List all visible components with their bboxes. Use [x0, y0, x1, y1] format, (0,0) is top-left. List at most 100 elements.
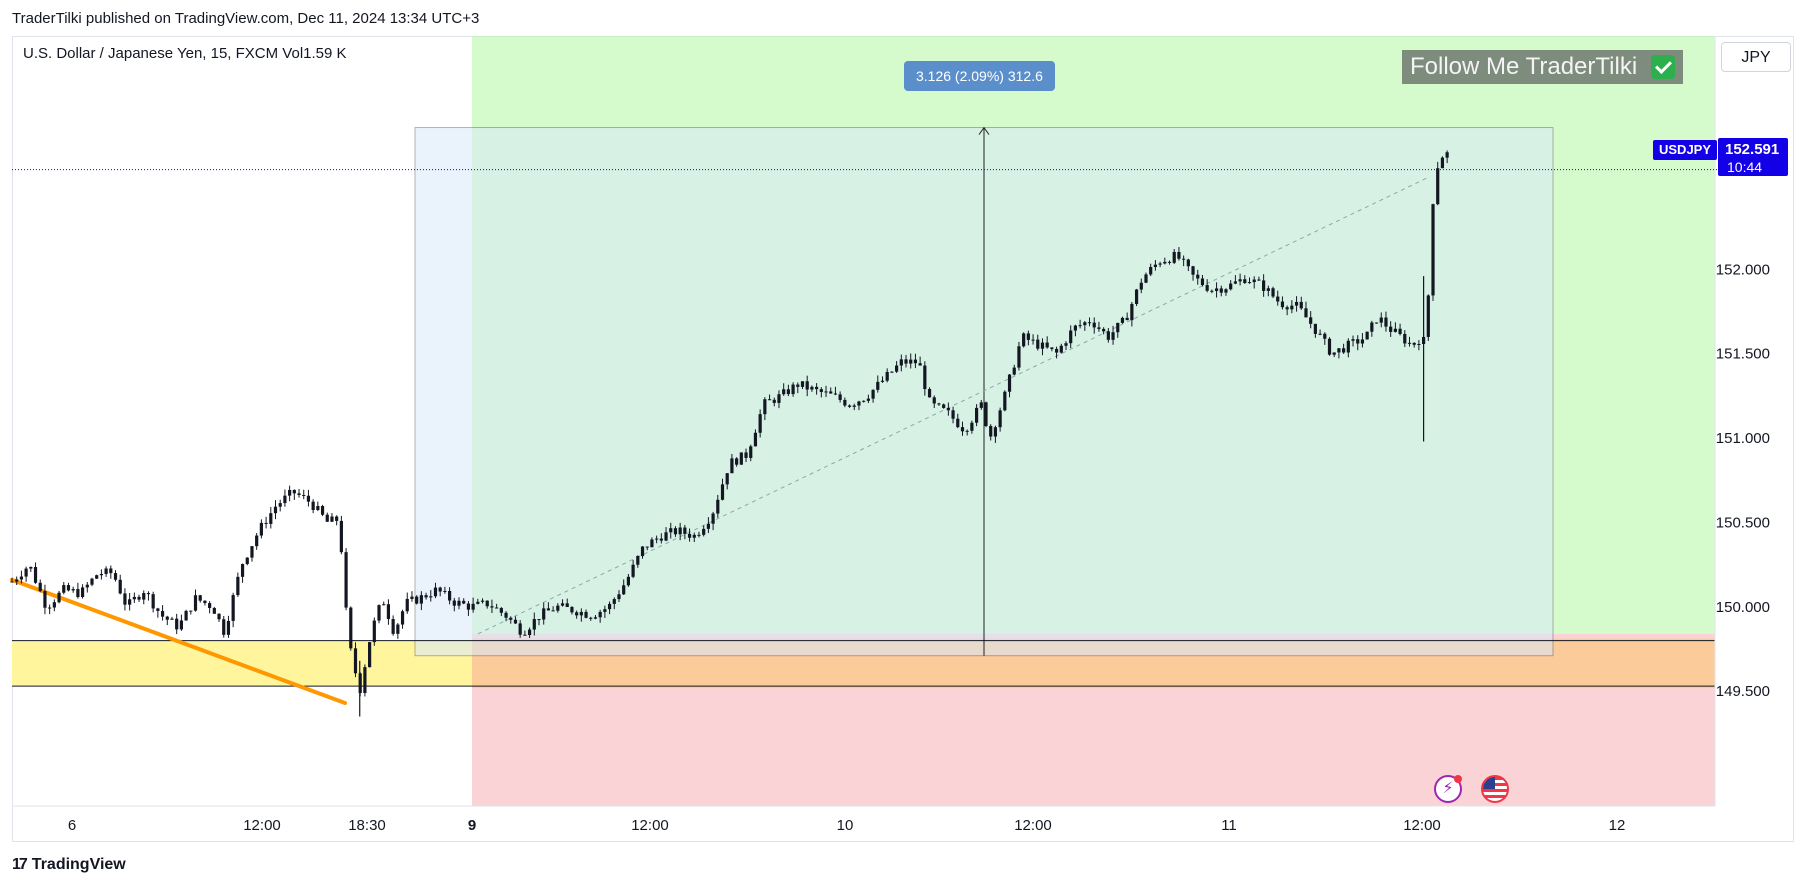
candle	[452, 600, 456, 606]
candle	[1299, 301, 1303, 309]
candle	[52, 602, 56, 608]
candle	[1182, 258, 1186, 260]
candle	[193, 595, 198, 611]
candle	[899, 359, 903, 366]
candle	[669, 528, 673, 533]
candle	[1134, 289, 1139, 304]
candle	[278, 503, 282, 507]
candle	[951, 410, 955, 419]
candle	[377, 605, 381, 621]
candle	[560, 603, 565, 606]
candle	[843, 399, 847, 406]
candle	[612, 599, 616, 604]
candle	[1106, 331, 1110, 340]
candle	[518, 623, 522, 635]
candle	[815, 386, 819, 390]
x-tick-label-3: 18:30	[348, 817, 386, 834]
candle	[38, 582, 42, 592]
candle	[1012, 367, 1016, 375]
candle	[382, 604, 386, 606]
candle	[749, 446, 753, 458]
candle	[993, 427, 998, 437]
candle	[598, 611, 602, 618]
measure-arrowhead	[978, 126, 990, 135]
candle	[711, 513, 715, 524]
candle	[636, 556, 640, 565]
candle	[1337, 348, 1341, 353]
candle	[927, 389, 932, 398]
y-tick-label-2: 151.500	[1716, 346, 1770, 363]
candle	[678, 527, 682, 535]
candle	[189, 610, 193, 612]
candle	[29, 566, 33, 569]
candle	[673, 528, 678, 535]
candle	[730, 458, 734, 474]
bar-countdown: 10:44	[1727, 159, 1763, 175]
candle	[923, 365, 927, 390]
x-tick-label-7: 12:00	[1014, 817, 1052, 834]
candle	[57, 592, 61, 603]
lightning-icon[interactable]: ⚡	[1434, 775, 1462, 803]
candle	[1233, 281, 1237, 284]
candle	[1389, 326, 1393, 332]
measurement-label: 3.126 (2.09%) 312.6	[904, 61, 1055, 91]
trendline[interactable]	[10, 577, 347, 706]
candle	[1266, 288, 1270, 291]
candle	[829, 391, 833, 394]
candle	[269, 513, 273, 524]
candle	[471, 603, 475, 610]
candle	[687, 533, 692, 538]
candle	[527, 629, 532, 636]
candle	[142, 593, 146, 600]
candle	[433, 587, 438, 597]
candle	[184, 610, 188, 621]
candle	[800, 381, 805, 387]
candle	[1257, 279, 1261, 281]
candle	[335, 516, 339, 521]
candle	[1022, 333, 1026, 347]
y-tick-label-3: 151.000	[1716, 430, 1770, 447]
candle	[1407, 342, 1412, 344]
candle	[763, 399, 767, 415]
candle	[48, 607, 52, 609]
candle	[480, 600, 485, 602]
candle	[311, 501, 315, 510]
candle	[852, 405, 856, 407]
candle	[490, 606, 494, 608]
candle	[349, 607, 353, 649]
candle	[160, 610, 165, 617]
candle	[640, 546, 645, 557]
candle	[1054, 348, 1059, 353]
candle	[607, 603, 612, 610]
candle	[556, 605, 560, 611]
currency-button[interactable]: JPY	[1721, 42, 1791, 72]
candle	[146, 593, 151, 595]
candle	[942, 404, 946, 408]
candle	[1360, 339, 1365, 344]
us-flag-icon[interactable]	[1481, 775, 1509, 803]
candle	[683, 527, 687, 534]
candle	[1130, 303, 1134, 321]
candle	[208, 603, 212, 608]
candle	[1097, 327, 1101, 329]
tradingview-brand[interactable]: 17 TradingView	[12, 856, 126, 874]
candle	[575, 612, 579, 616]
candle	[1120, 317, 1125, 323]
candle	[810, 386, 814, 390]
candle	[805, 381, 809, 390]
candle	[109, 568, 113, 574]
candle	[1177, 251, 1181, 259]
candle	[1332, 352, 1336, 355]
candle	[989, 425, 993, 437]
candle	[758, 414, 762, 433]
candle	[76, 589, 80, 597]
candle	[156, 608, 160, 611]
candle	[1440, 157, 1445, 169]
x-tick-label-6: 10	[837, 817, 854, 834]
candle	[697, 534, 701, 536]
candle	[1083, 322, 1087, 326]
candle	[1445, 152, 1449, 158]
candle	[24, 568, 28, 577]
candle	[462, 600, 466, 604]
